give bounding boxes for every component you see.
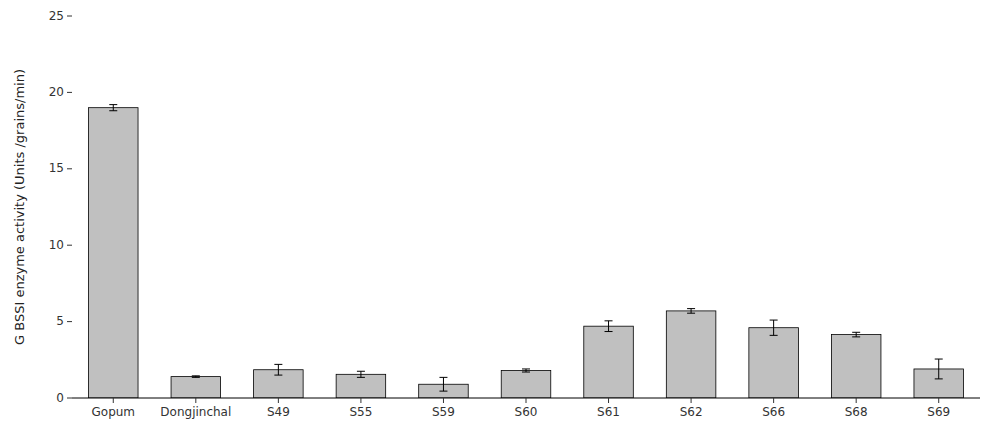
x-tick-label: S49 [267,405,290,419]
chart-container: 0 5 10 15 20 25 G BSSI enzyme activity (Units … [0,0,1000,438]
x-tick [856,398,857,403]
error-bars [109,105,942,392]
error-bar [522,369,530,372]
y-tick-label: 20 [49,85,64,99]
y-tick-label: 5 [56,314,64,328]
y-tick [67,92,72,93]
error-bar [192,376,200,378]
error-bar [439,377,447,391]
x-tick [443,398,444,403]
x-axis: Gopum Dongjinchal S49 S55 S59 S60 S61 S62 S66 S68… [72,398,980,419]
y-tick [67,398,72,399]
x-tick [773,398,774,403]
x-tick [691,398,692,403]
y-tick [67,16,72,17]
x-tick-label: Dongjinchal [160,405,231,419]
error-bar [770,320,778,335]
bar [749,328,799,398]
y-axis: 0 5 10 15 20 25 [49,9,72,405]
y-tick [67,321,72,322]
x-tick-label: S59 [432,405,455,419]
x-tick [195,398,196,403]
y-tick-label: 15 [49,161,64,175]
bar [584,326,634,398]
x-tick [526,398,527,403]
x-tick-label: S66 [762,405,785,419]
background [0,0,1000,438]
error-bar [687,309,695,314]
y-tick-label: 25 [49,9,64,23]
bar [171,377,221,398]
y-tick-label: 0 [56,391,64,405]
x-tick-label: S55 [349,405,372,419]
x-tick-label: S62 [680,405,703,419]
chart-svg: 0 5 10 15 20 25 G BSSI enzyme activity (Units … [0,0,1000,438]
error-bar [852,332,860,337]
bar [831,335,881,398]
y-axis-label: G BSSI enzyme activity (Units /grains/mi… [12,69,27,345]
x-tick [938,398,939,403]
y-tick-label: 10 [49,238,64,252]
x-tick-label: Gopum [91,405,135,419]
bar [501,370,551,398]
x-tick [278,398,279,403]
x-tick [113,398,114,403]
y-tick [67,245,72,246]
x-tick-label: S68 [845,405,868,419]
error-bar [935,359,943,379]
bar [666,311,716,398]
x-tick-label: S69 [927,405,950,419]
x-tick [360,398,361,403]
y-tick [67,168,72,169]
error-bar [274,364,282,375]
bar [89,108,139,398]
x-tick [608,398,609,403]
x-tick-label: S61 [597,405,620,419]
x-tick-label: S60 [515,405,538,419]
error-bar [109,105,117,111]
bars [89,108,964,398]
error-bar [605,321,613,332]
error-bar [357,371,365,377]
